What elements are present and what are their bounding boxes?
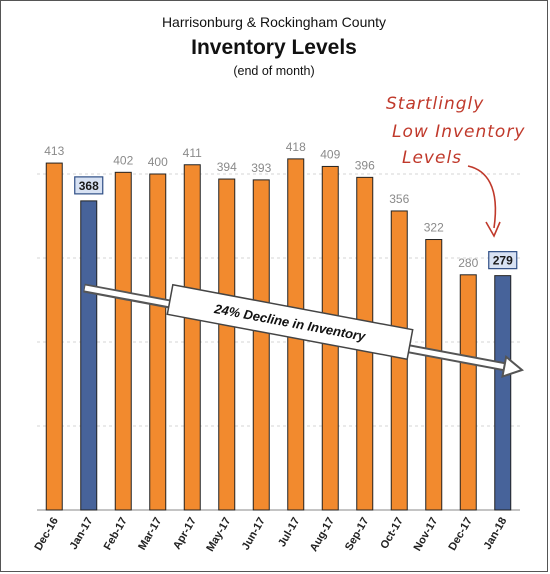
x-tick-label: Apr-17 — [171, 516, 199, 552]
value-label: 400 — [148, 155, 168, 169]
x-tick-label: Dec-16 — [32, 516, 60, 553]
chart-supertitle: Harrisonburg & Rockingham County — [161, 14, 387, 30]
x-tick-label: Mar-17 — [136, 516, 164, 553]
trend-arrowhead — [501, 355, 525, 379]
x-tick-label: Jun-17 — [240, 516, 268, 553]
value-label: 322 — [424, 221, 444, 235]
chart-title: Inventory Levels — [191, 36, 357, 59]
bar-dec-17 — [459, 274, 477, 511]
bar-feb-17 — [114, 171, 132, 511]
value-label: 418 — [286, 140, 306, 154]
value-label: 279 — [493, 254, 513, 268]
value-label-box — [488, 251, 518, 270]
bar-mar-17 — [149, 173, 167, 511]
x-tick-label: Aug-17 — [308, 516, 337, 554]
annotation-arrowhead — [485, 221, 501, 238]
value-label: 411 — [183, 146, 202, 160]
x-tick-label: Jan-18 — [482, 516, 510, 552]
trend-label-box — [166, 283, 414, 361]
chart-subtitle: (end of month) — [233, 64, 315, 78]
value-label: 356 — [389, 192, 409, 206]
x-tick-label: Jul-17 — [276, 516, 302, 550]
bar-may-17 — [218, 178, 236, 511]
bar-oct-17 — [390, 210, 408, 511]
value-label: 394 — [217, 160, 237, 174]
value-label: 402 — [113, 153, 133, 167]
value-label: 409 — [320, 147, 340, 161]
value-label: 393 — [251, 161, 271, 175]
bar-nov-17 — [425, 239, 443, 511]
annotation-line-2: Low Inventory — [392, 122, 526, 142]
x-tick-label: Feb-17 — [102, 516, 130, 553]
annotation-line-3: Levels — [402, 148, 463, 168]
x-tick-label: Dec-17 — [446, 516, 474, 553]
annotation-line-1: Startlingly — [386, 94, 485, 114]
x-tick-label: Nov-17 — [412, 516, 441, 554]
annotation-arrow — [467, 165, 497, 229]
x-tick-label: Jan-17 — [68, 516, 96, 552]
value-label: 396 — [355, 158, 375, 172]
value-label: 413 — [44, 144, 64, 158]
bar-jun-17 — [252, 179, 270, 511]
x-tick-label: May-17 — [204, 516, 233, 554]
x-tick-label: Oct-17 — [378, 516, 406, 552]
bar-jan-18 — [494, 275, 512, 511]
value-label-box — [74, 176, 104, 195]
bar-dec-16 — [45, 162, 63, 511]
x-tick-label: Sep-17 — [343, 516, 371, 553]
value-label: 280 — [458, 256, 478, 270]
value-label: 368 — [79, 179, 99, 193]
bar-jan-17 — [80, 200, 98, 511]
bar-apr-17 — [183, 164, 201, 511]
